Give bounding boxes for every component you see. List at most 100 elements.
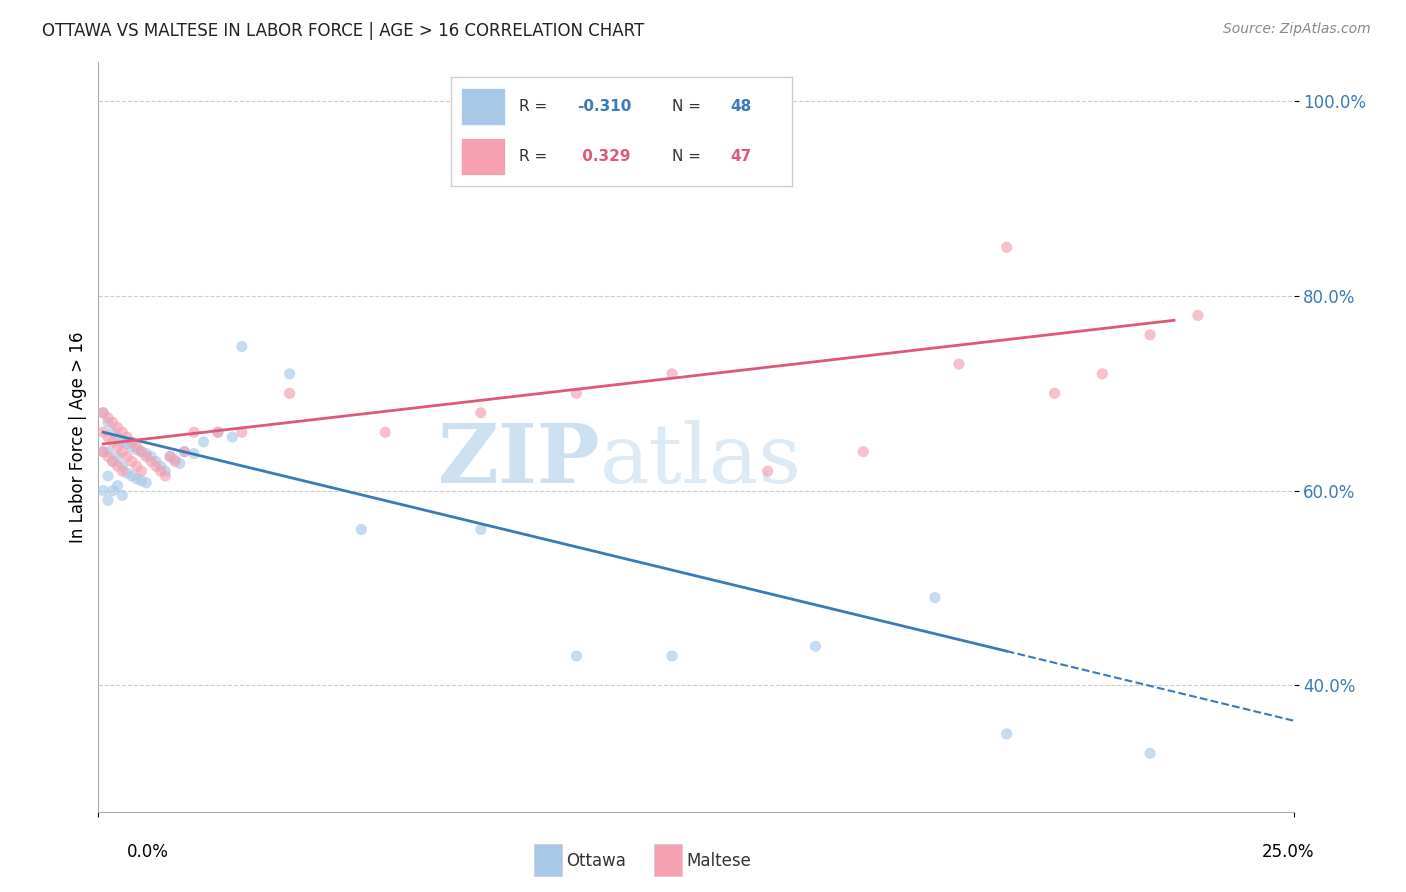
Point xyxy=(1091,367,1114,381)
Point xyxy=(97,410,120,425)
Point xyxy=(135,475,157,490)
Point xyxy=(101,454,124,468)
Point xyxy=(121,469,143,483)
Point xyxy=(131,444,153,458)
Point xyxy=(173,444,195,458)
Point xyxy=(125,459,148,474)
Point xyxy=(924,591,946,605)
Point xyxy=(159,450,181,464)
Point xyxy=(111,444,134,458)
Point xyxy=(107,479,129,493)
Text: Maltese: Maltese xyxy=(686,852,751,870)
Point xyxy=(97,444,120,458)
Point xyxy=(278,367,301,381)
Point xyxy=(111,425,134,440)
Point xyxy=(107,450,129,464)
Point xyxy=(661,367,683,381)
Point xyxy=(91,406,114,420)
Point xyxy=(852,444,875,458)
Point xyxy=(1187,309,1209,323)
Point xyxy=(115,466,138,480)
Point xyxy=(131,444,153,458)
Point xyxy=(1043,386,1066,401)
Point xyxy=(111,464,134,478)
Point xyxy=(125,472,148,486)
Point xyxy=(97,430,120,444)
Point xyxy=(193,434,215,449)
Point xyxy=(107,430,129,444)
Point xyxy=(97,493,120,508)
Point xyxy=(948,357,970,371)
Point xyxy=(135,450,157,464)
Point xyxy=(145,454,167,468)
Point xyxy=(97,416,120,430)
Point xyxy=(804,640,827,654)
Y-axis label: In Labor Force | Age > 16: In Labor Force | Age > 16 xyxy=(69,331,87,543)
Point xyxy=(278,386,301,401)
Point xyxy=(111,488,134,502)
Point xyxy=(139,450,162,464)
Point xyxy=(661,648,683,663)
Point xyxy=(183,425,205,440)
Point xyxy=(207,425,229,440)
Point xyxy=(115,450,138,464)
Text: 25.0%: 25.0% xyxy=(1263,843,1315,861)
Point xyxy=(131,464,153,478)
Point xyxy=(107,459,129,474)
Point xyxy=(111,434,134,449)
Point xyxy=(91,483,114,498)
Point xyxy=(221,430,243,444)
Point xyxy=(155,469,177,483)
Point xyxy=(756,464,779,478)
Point xyxy=(149,464,172,478)
Point xyxy=(231,425,253,440)
Point xyxy=(91,444,114,458)
Point xyxy=(101,483,124,498)
Point xyxy=(173,444,195,458)
Text: 0.0%: 0.0% xyxy=(127,843,169,861)
Point xyxy=(107,440,129,454)
Point xyxy=(995,240,1018,254)
Point xyxy=(131,474,153,488)
Point xyxy=(135,447,157,461)
Point xyxy=(159,450,181,464)
Point xyxy=(155,464,177,478)
Text: Ottawa: Ottawa xyxy=(567,852,627,870)
Point xyxy=(101,425,124,440)
Point xyxy=(121,434,143,449)
Point xyxy=(374,425,396,440)
Point xyxy=(115,430,138,444)
Point xyxy=(1139,327,1161,342)
Point xyxy=(207,425,229,440)
Point xyxy=(107,420,129,434)
Text: Source: ZipAtlas.com: Source: ZipAtlas.com xyxy=(1223,22,1371,37)
Point xyxy=(115,437,138,451)
Point xyxy=(470,406,492,420)
Point xyxy=(149,459,172,474)
Point xyxy=(1139,747,1161,761)
Point xyxy=(121,440,143,454)
Point xyxy=(91,425,114,440)
Point xyxy=(125,440,148,454)
Point xyxy=(145,459,167,474)
Point xyxy=(565,386,588,401)
Point xyxy=(183,447,205,461)
Point xyxy=(995,727,1018,741)
Point xyxy=(565,648,588,663)
Point xyxy=(163,454,186,468)
Point xyxy=(97,450,120,464)
Point xyxy=(231,340,253,354)
Point xyxy=(121,454,143,468)
Point xyxy=(101,416,124,430)
Text: OTTAWA VS MALTESE IN LABOR FORCE | AGE > 16 CORRELATION CHART: OTTAWA VS MALTESE IN LABOR FORCE | AGE >… xyxy=(42,22,644,40)
Point xyxy=(139,454,162,468)
Point xyxy=(470,523,492,537)
Point xyxy=(101,454,124,468)
Point xyxy=(91,406,114,420)
Point xyxy=(169,456,191,470)
Point xyxy=(97,469,120,483)
Point xyxy=(350,523,373,537)
Point xyxy=(101,434,124,449)
Point xyxy=(91,444,114,458)
Point xyxy=(111,459,134,474)
